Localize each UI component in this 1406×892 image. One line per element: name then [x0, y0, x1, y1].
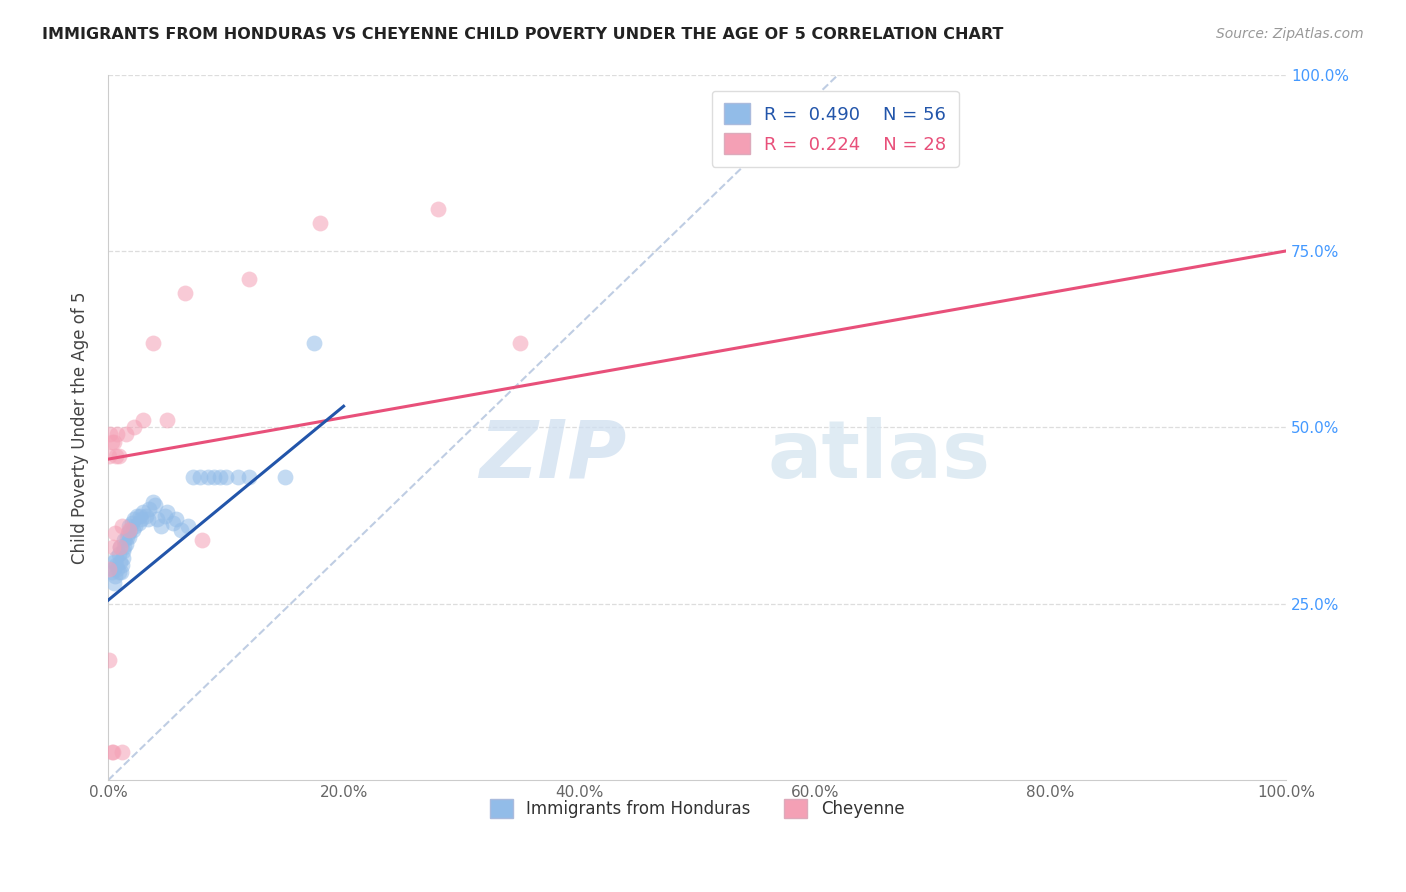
Point	[122, 512, 145, 526]
Legend: Immigrants from Honduras, Cheyenne: Immigrants from Honduras, Cheyenne	[484, 792, 911, 825]
Point	[107, 565, 129, 579]
Point	[115, 530, 138, 544]
Text: atlas: atlas	[768, 417, 991, 495]
Point	[103, 434, 125, 449]
Point	[146, 512, 169, 526]
Point	[127, 508, 149, 523]
Point	[188, 470, 211, 484]
Point	[103, 554, 125, 568]
Point	[118, 519, 141, 533]
Point	[100, 434, 122, 449]
Point	[110, 565, 132, 579]
Point	[128, 508, 150, 523]
Point	[132, 505, 155, 519]
Point	[103, 575, 125, 590]
Point	[117, 526, 139, 541]
Point	[100, 565, 122, 579]
Point	[143, 498, 166, 512]
Point	[111, 519, 134, 533]
Point	[138, 501, 160, 516]
Point	[100, 745, 122, 759]
Point	[153, 508, 176, 523]
Point	[98, 427, 121, 442]
Point	[132, 413, 155, 427]
Point	[238, 272, 260, 286]
Point	[107, 548, 129, 562]
Point	[156, 413, 179, 427]
Text: IMMIGRANTS FROM HONDURAS VS CHEYENNE CHILD POVERTY UNDER THE AGE OF 5 CORRELATIO: IMMIGRANTS FROM HONDURAS VS CHEYENNE CHI…	[42, 27, 1004, 42]
Point	[101, 541, 124, 555]
Point	[197, 470, 219, 484]
Point	[107, 561, 129, 575]
Point	[108, 541, 131, 555]
Point	[120, 523, 142, 537]
Point	[121, 523, 143, 537]
Point	[118, 523, 141, 537]
Point	[114, 533, 136, 548]
Point	[114, 537, 136, 551]
Point	[177, 519, 200, 533]
Point	[98, 561, 121, 575]
Text: Source: ZipAtlas.com: Source: ZipAtlas.com	[1216, 27, 1364, 41]
Point	[114, 427, 136, 442]
Point	[215, 470, 238, 484]
Point	[142, 335, 165, 350]
Point	[170, 523, 193, 537]
Point	[98, 653, 121, 667]
Y-axis label: Child Poverty Under the Age of 5: Child Poverty Under the Age of 5	[72, 291, 89, 564]
Point	[112, 544, 135, 558]
Point	[124, 519, 146, 533]
Point	[98, 449, 121, 463]
Point	[111, 558, 134, 572]
Point	[129, 512, 152, 526]
Point	[509, 335, 531, 350]
Point	[112, 551, 135, 566]
Point	[173, 286, 195, 301]
Point	[111, 745, 134, 759]
Point	[114, 541, 136, 555]
Point	[118, 530, 141, 544]
Point	[135, 508, 157, 523]
Point	[108, 541, 131, 555]
Point	[191, 533, 214, 548]
Text: ZIP: ZIP	[479, 417, 626, 495]
Point	[128, 516, 150, 530]
Point	[309, 216, 332, 230]
Point	[107, 449, 129, 463]
Point	[302, 335, 325, 350]
Point	[426, 202, 449, 216]
Point	[101, 745, 124, 759]
Point	[202, 470, 225, 484]
Point	[273, 470, 295, 484]
Point	[162, 516, 184, 530]
Point	[121, 516, 143, 530]
Point	[226, 470, 249, 484]
Point	[150, 519, 173, 533]
Point	[208, 470, 231, 484]
Point	[156, 505, 179, 519]
Point	[181, 470, 204, 484]
Point	[105, 449, 128, 463]
Point	[165, 512, 187, 526]
Point	[142, 494, 165, 508]
Point	[108, 554, 131, 568]
Point	[105, 558, 128, 572]
Point	[122, 420, 145, 434]
Point	[104, 568, 127, 582]
Point	[238, 470, 260, 484]
Point	[107, 427, 129, 442]
Point	[101, 561, 124, 575]
Point	[104, 526, 127, 541]
Point	[136, 512, 159, 526]
Point	[105, 551, 128, 566]
